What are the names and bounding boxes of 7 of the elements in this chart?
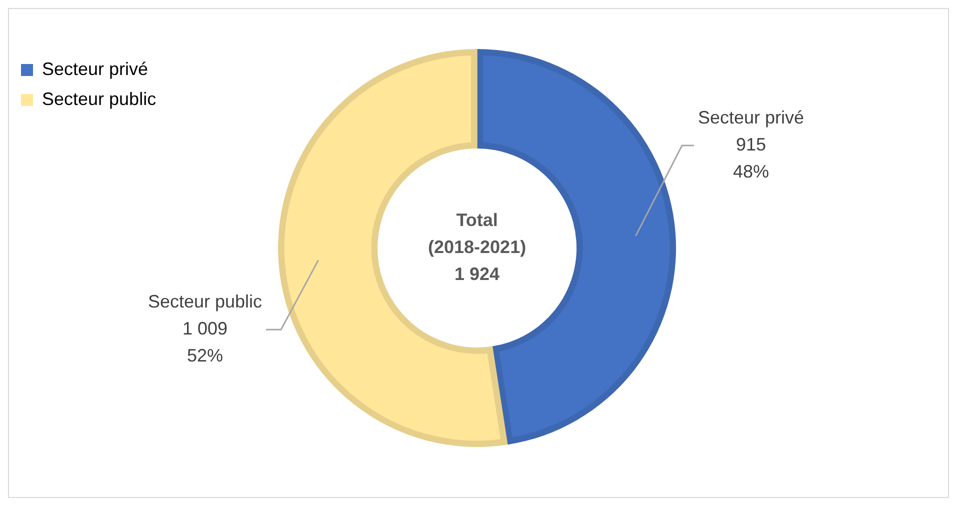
data-label: 1 009 52% (182, 318, 228, 366)
text: Total (2018-2021) 1 924 (428, 210, 526, 284)
slice-label: Secteur privé (698, 107, 804, 128)
slice-label: Secteur public (148, 292, 262, 312)
legend-label: Secteur privé (42, 58, 148, 79)
data-label: 915 48% (733, 134, 770, 182)
legend-label: Secteur public (42, 88, 156, 109)
